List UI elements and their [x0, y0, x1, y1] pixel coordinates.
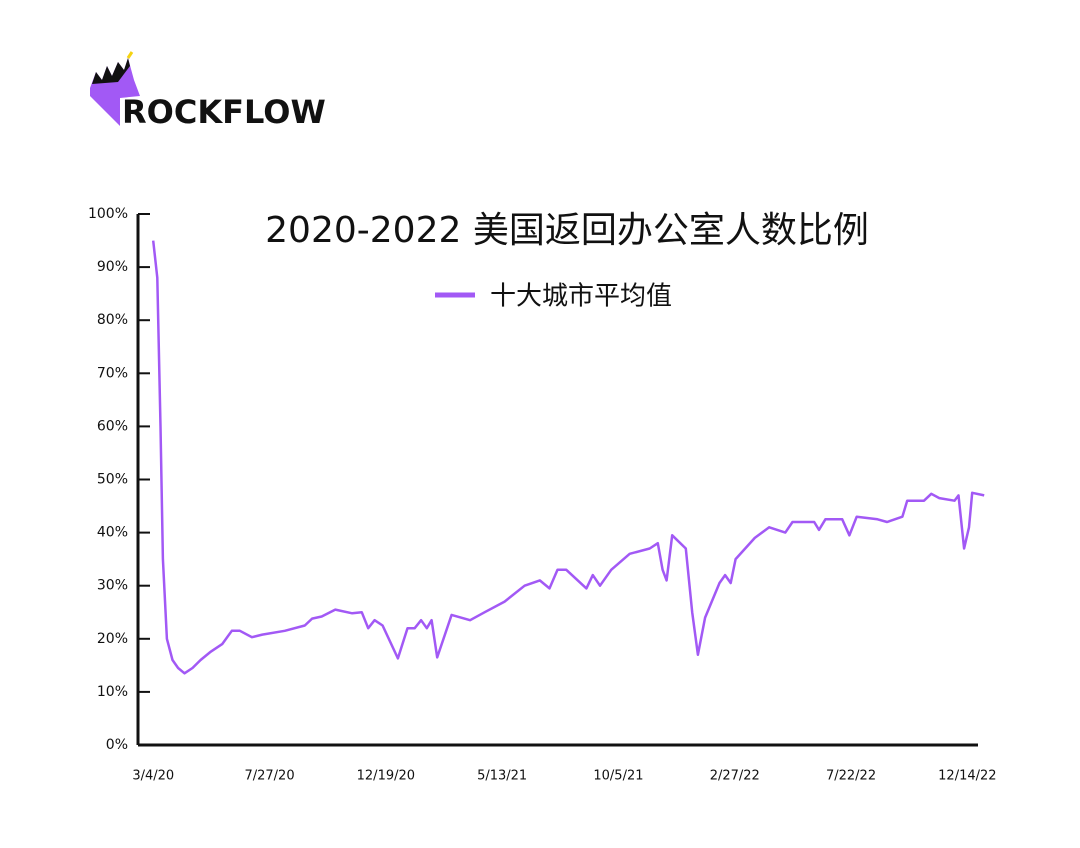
y-tick-label: 30% [97, 578, 128, 594]
chart-title: 2020-2022 美国返回办公室人数比例 [265, 210, 869, 251]
y-tick-label: 0% [106, 737, 128, 753]
x-tick-label: 12/14/22 [938, 769, 996, 784]
logo: ROCKFLOW [90, 51, 326, 131]
x-tick-label: 10/5/21 [593, 769, 643, 784]
logo-text: ROCKFLOW [122, 93, 326, 131]
y-tick-label: 20% [97, 631, 128, 647]
y-tick-label: 80% [97, 312, 128, 328]
data-line [151, 240, 985, 675]
x-tick-label: 3/4/20 [132, 769, 174, 784]
logo-mane [92, 58, 130, 84]
y-tick-label: 10% [97, 684, 128, 700]
y-tick-label: 90% [97, 259, 128, 275]
y-tick-label: 70% [97, 365, 128, 381]
y-tick-label: 40% [97, 525, 128, 541]
x-tick-label: 7/27/20 [244, 769, 294, 784]
x-tick-label: 5/13/21 [477, 769, 527, 784]
legend-label: 十大城市平均值 [490, 282, 672, 312]
logo-horn [126, 51, 134, 59]
x-tick-label: 12/19/20 [357, 769, 415, 784]
y-tick-label: 50% [97, 472, 128, 488]
x-tick-label: 7/22/22 [826, 769, 876, 784]
y-tick-label: 60% [97, 418, 128, 434]
logo-icon [90, 58, 140, 126]
x-tick-label: 2/27/22 [710, 769, 760, 784]
y-tick-label: 100% [88, 206, 128, 222]
